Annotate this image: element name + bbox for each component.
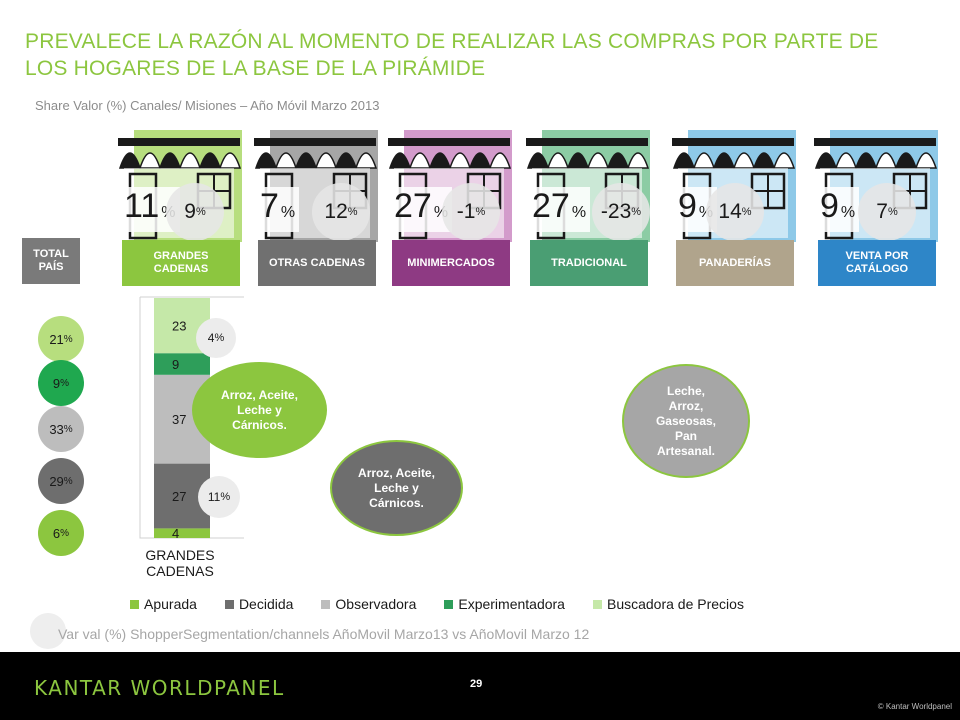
bar-var-bottom-circle: 11% xyxy=(198,476,240,518)
legend-label: Experimentadora xyxy=(458,596,565,612)
segment-circle: 9% xyxy=(38,360,84,406)
total-pais-label: TOTAL PAÍS xyxy=(22,238,80,284)
chart-legend: Apurada Decidida Observadora Experimentador… xyxy=(130,596,772,612)
channel-share: 7% xyxy=(256,187,300,232)
legend-swatch xyxy=(224,599,234,609)
legend-swatch xyxy=(130,599,139,609)
copyright: © Kantar Worldpanel xyxy=(877,702,952,711)
bar-segment-experimentadora xyxy=(154,353,210,375)
bar-data-label: 37 xyxy=(172,412,186,427)
channel-share: 27% xyxy=(390,187,453,232)
channel-var-circle: -23% xyxy=(592,183,650,241)
channel-label: GRANDES CADENAS xyxy=(122,240,240,286)
category-label: GRANDES CADENAS xyxy=(145,547,214,579)
legend-item: Decidida xyxy=(224,596,294,612)
page-number: 29 xyxy=(470,678,483,690)
segment-circle: 6% xyxy=(38,510,84,556)
page-title: PREVALECE LA RAZÓN AL MOMENTO DE REALIZA… xyxy=(25,30,879,80)
bubble-otras-cadenas: Arroz, Aceite, Leche y Cárnicos. xyxy=(330,440,463,536)
bar-data-label: 23 xyxy=(172,319,186,334)
bubble-panaderias: Leche, Arroz, Gaseosas, Pan Artesanal. xyxy=(622,364,750,478)
bar-data-label: 9 xyxy=(172,357,179,372)
bar-data-label: 4 xyxy=(172,526,179,541)
legend-item: Apurada xyxy=(130,596,197,612)
legend-label: Decidida xyxy=(238,596,294,612)
channel-share: 27% xyxy=(528,187,591,232)
channel-tile-5: 9% xyxy=(812,130,938,285)
legend-swatch xyxy=(444,599,454,609)
channel-label: VENTA POR CATÁLOGO xyxy=(818,240,936,286)
footer: KANTAR WORLDPANEL 29 © Kantar Worldpanel xyxy=(0,652,960,720)
channel-label: OTRAS CADENAS xyxy=(258,240,376,286)
bar-segment-apurada xyxy=(154,528,210,538)
channel-label: MINIMERCADOS xyxy=(392,240,510,286)
legend-swatch xyxy=(592,599,602,609)
bar-data-label: 27 xyxy=(172,489,186,504)
segment-circle: 33% xyxy=(38,406,84,452)
footnote: Var val (%) ShopperSegmentation/channels… xyxy=(58,626,590,642)
channel-var-circle: -1% xyxy=(442,183,500,241)
subtitle: Share Valor (%) Canales/ Misiones – Año … xyxy=(35,98,380,113)
segment-circle: 29% xyxy=(38,458,84,504)
channel-var-circle: 12% xyxy=(312,183,370,241)
legend-item: Observadora xyxy=(321,596,416,612)
channel-share: 9% xyxy=(816,187,860,232)
legend-label: Apurada xyxy=(144,596,197,612)
kantar-worldpanel-logo: KANTAR WORLDPANEL xyxy=(34,676,285,700)
legend-item: Experimentadora xyxy=(444,596,565,612)
channel-var-circle: 7% xyxy=(858,183,916,241)
channel-var-circle: 9% xyxy=(166,183,224,241)
segment-circle: 21% xyxy=(38,316,84,362)
bar-var-top-circle: 4% xyxy=(196,318,236,358)
legend-swatch xyxy=(321,599,331,609)
legend-item: Buscadora de Precios xyxy=(592,596,744,612)
channel-label: PANADERÍAS xyxy=(676,240,794,286)
bubble-grandes-cadenas: Arroz, Aceite, Leche y Cárnicos. xyxy=(192,362,327,458)
channel-label: TRADICIONAL xyxy=(530,240,648,286)
legend-label: Observadora xyxy=(335,596,417,612)
footnote-circle xyxy=(30,613,66,649)
legend-label: Buscadora de Precios xyxy=(606,596,744,612)
channel-var-circle: 14% xyxy=(706,183,764,241)
